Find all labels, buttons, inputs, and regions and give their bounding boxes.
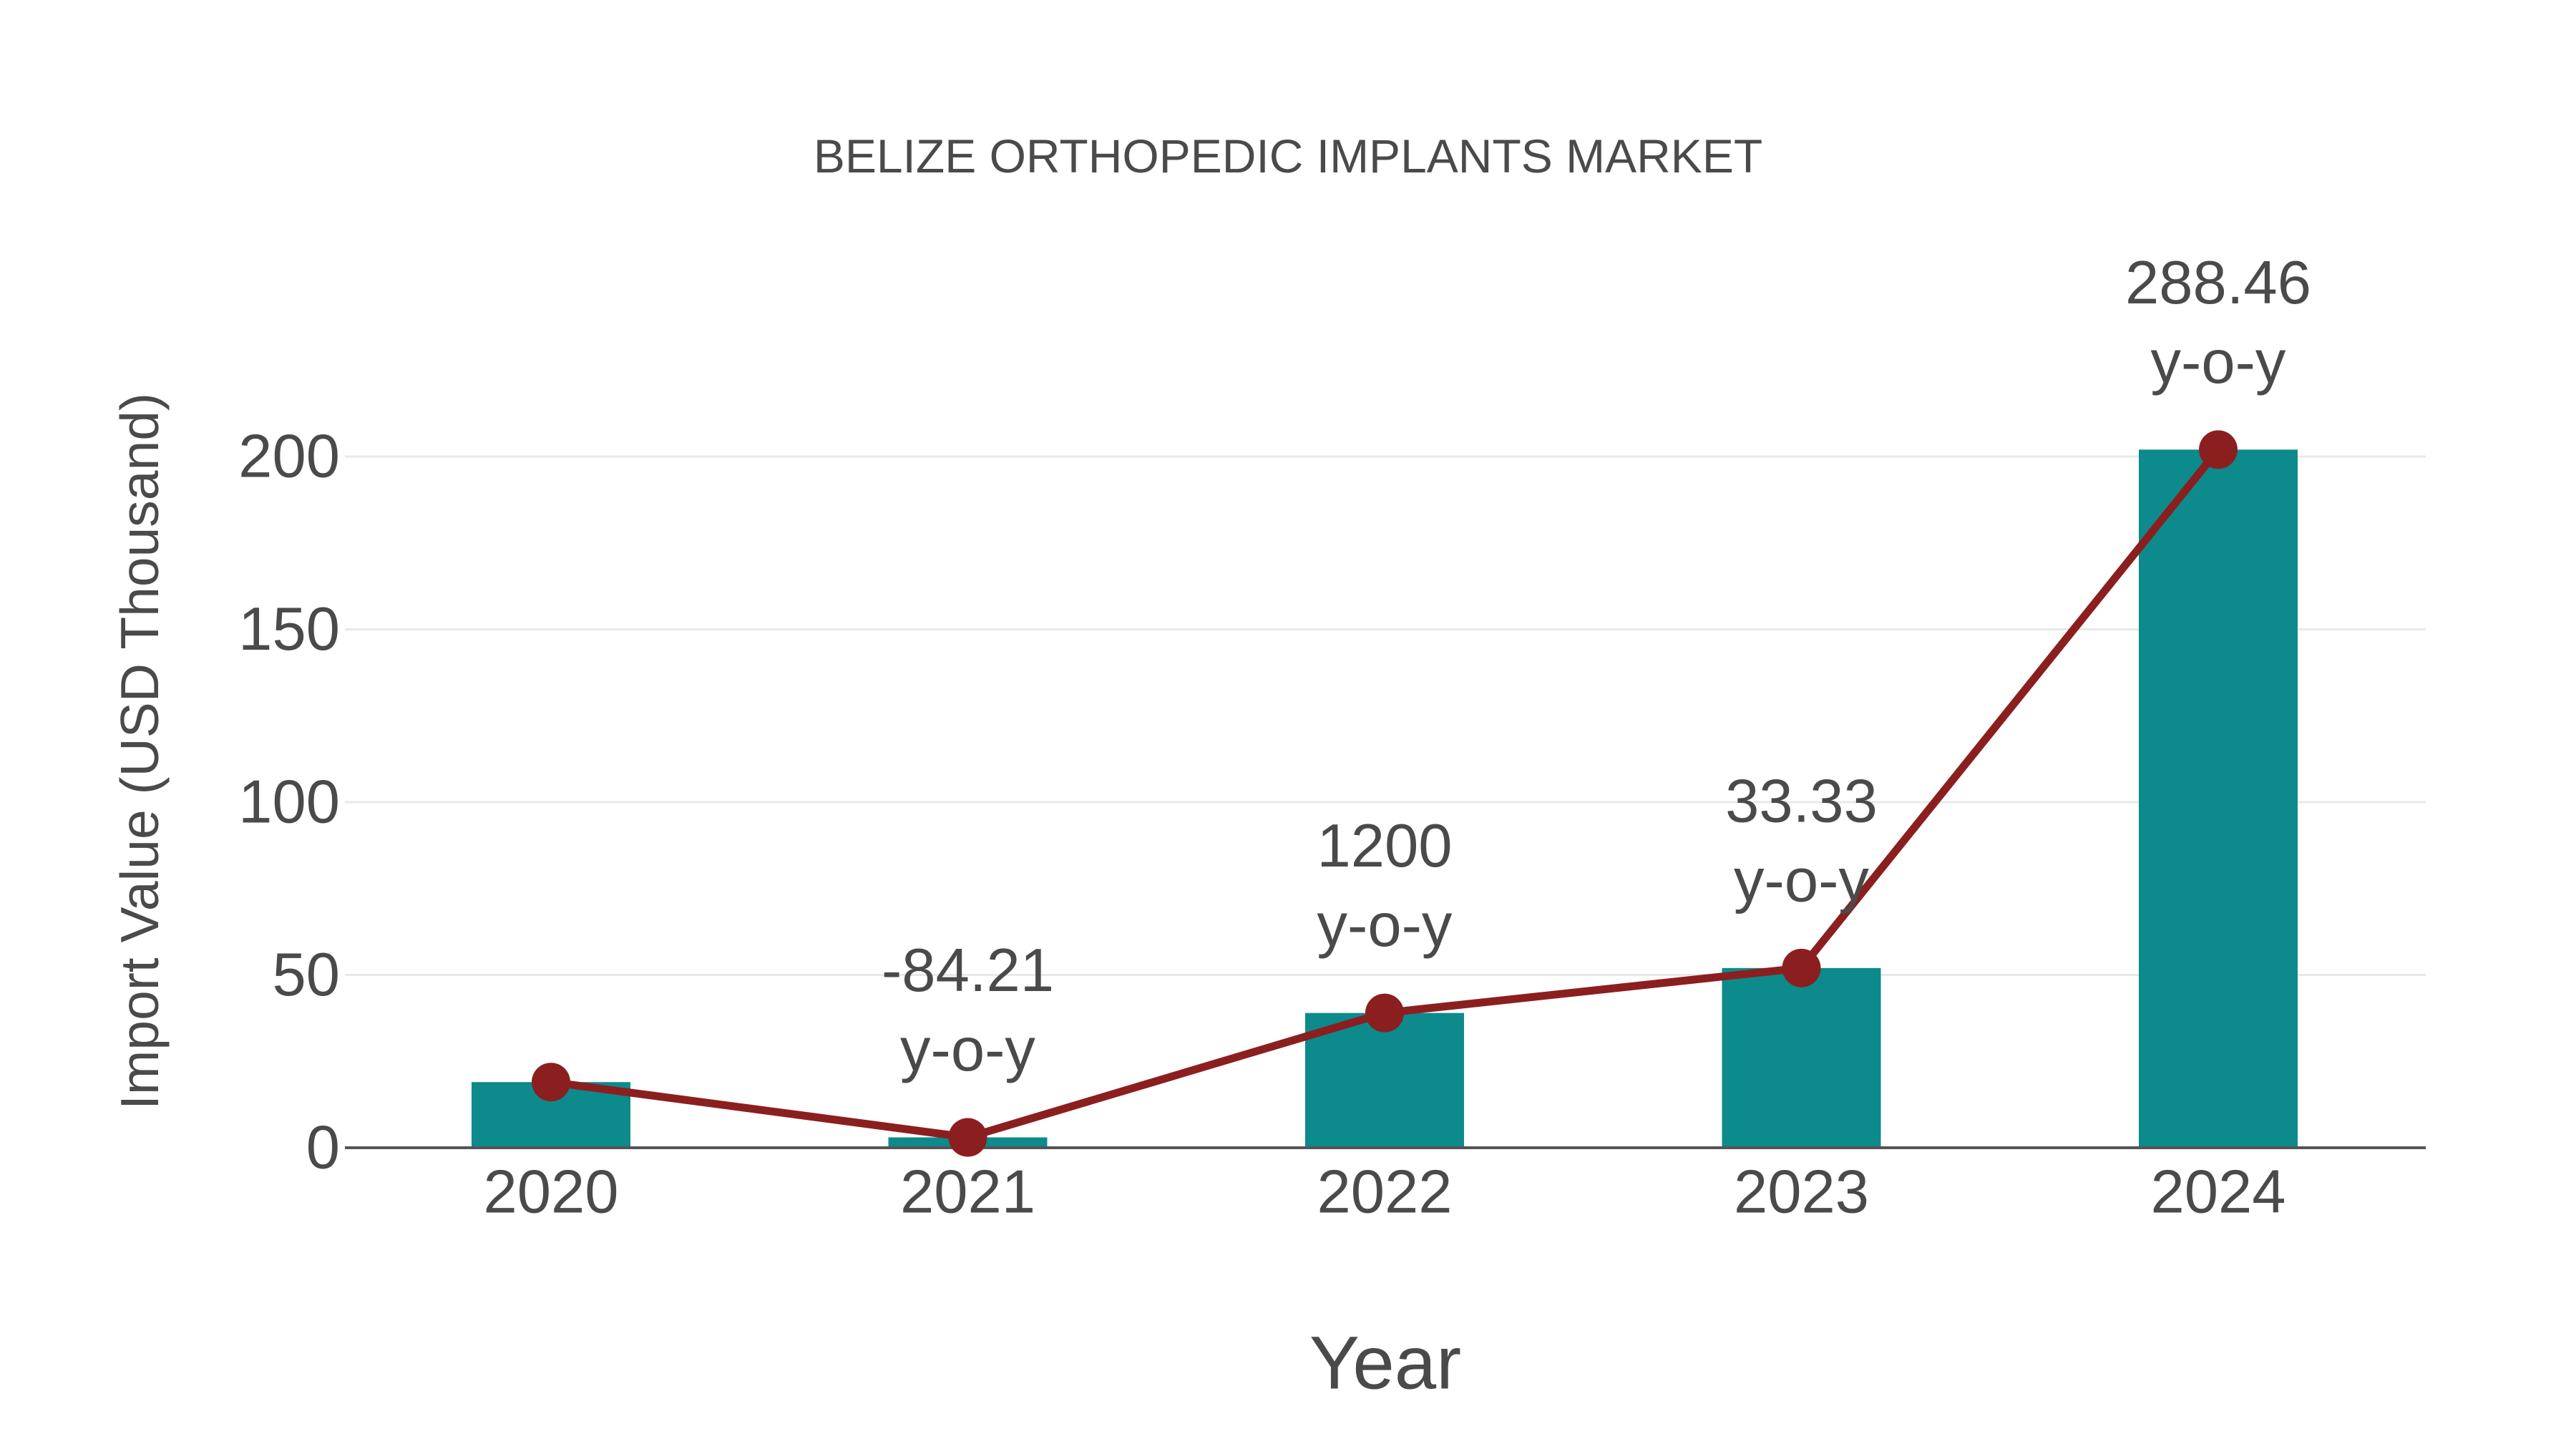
marker-2020 (532, 1063, 570, 1102)
annotation-suffix-2023: y-o-y (1734, 847, 1869, 914)
marker-2024 (2199, 430, 2238, 469)
y-tick-labels: 0 50 100 150 200 (238, 423, 340, 1182)
x-tick-label-2021: 2021 (900, 1158, 1035, 1226)
marker-2023 (1782, 948, 1821, 987)
chart-title: BELIZE ORTHOPEDIC IMPLANTS MARKET (814, 130, 1762, 182)
marker-2021 (948, 1118, 987, 1157)
annotation-suffix-2022: y-o-y (1317, 892, 1453, 960)
x-tick-label-2023: 2023 (1734, 1158, 1869, 1226)
annotation-suffix-2021: y-o-y (900, 1016, 1035, 1084)
annotations: -84.21 y-o-y 1200 y-o-y 33.33 y-o-y 288.46 y-o-… (882, 249, 2311, 1084)
x-axis-title: Year (1309, 1322, 1461, 1405)
line-markers (532, 430, 2238, 1157)
x-tick-label-2024: 2024 (2150, 1158, 2285, 1226)
annotation-suffix-2024: y-o-y (2151, 328, 2286, 396)
bar-2023 (1722, 967, 1881, 1148)
annotation-value-2024: 288.46 (2125, 249, 2311, 317)
x-tick-labels: 2020 2021 2022 2023 2024 (483, 1158, 2285, 1226)
bar-2024 (2139, 449, 2298, 1148)
x-tick-label-2022: 2022 (1317, 1158, 1452, 1226)
marker-2022 (1365, 993, 1404, 1033)
bar-2022 (1305, 1013, 1464, 1148)
y-tick-label-50: 50 (272, 941, 340, 1009)
y-axis-title: Import Value (USD Thousand) (109, 393, 170, 1110)
bar-series (472, 449, 2298, 1148)
x-tick-label-2020: 2020 (483, 1158, 618, 1226)
annotation-value-2021: -84.21 (882, 937, 1054, 1005)
annotation-value-2022: 1200 (1317, 812, 1452, 880)
y-tick-label-150: 150 (238, 595, 340, 663)
y-tick-label-0: 0 (306, 1114, 340, 1182)
y-tick-label-200: 200 (238, 423, 340, 491)
y-tick-label-100: 100 (238, 769, 340, 836)
annotation-value-2023: 33.33 (1725, 767, 1878, 835)
gridlines (345, 455, 2426, 976)
